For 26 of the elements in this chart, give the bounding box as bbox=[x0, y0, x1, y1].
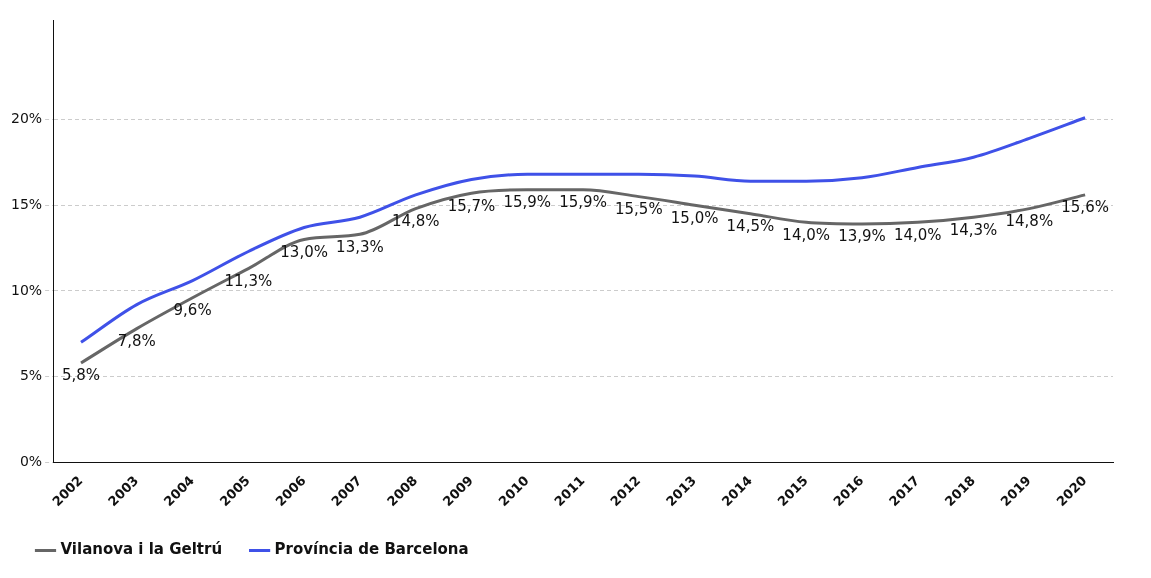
y-tick-label: 5% bbox=[19, 367, 43, 384]
data-label: 14,8% bbox=[1005, 212, 1054, 230]
legend-label: Vilanova i la Geltrú bbox=[60, 540, 223, 559]
data-label: 14,0% bbox=[782, 225, 831, 244]
data-label: 15,6% bbox=[1061, 198, 1109, 217]
data-label: 15,5% bbox=[615, 200, 663, 218]
data-label: 13,9% bbox=[838, 227, 886, 246]
data-label: 15,9% bbox=[503, 193, 552, 212]
data-label: 14,8% bbox=[391, 212, 440, 230]
data-label: 11,3% bbox=[224, 272, 273, 291]
data-label: 14,3% bbox=[949, 220, 998, 239]
data-label: 15,7% bbox=[447, 196, 496, 215]
legend-label: Província de Barcelona bbox=[274, 540, 469, 559]
y-tick-label: 20% bbox=[10, 110, 43, 127]
y-tick-label: 0% bbox=[19, 453, 43, 470]
data-label: 13,0% bbox=[280, 242, 328, 261]
data-label: 9,6% bbox=[173, 301, 212, 320]
y-tick-label: 10% bbox=[10, 281, 43, 298]
data-label: 14,0% bbox=[893, 225, 942, 244]
data-label: 15,0% bbox=[670, 208, 719, 227]
data-label: 15,9% bbox=[559, 193, 607, 212]
data-label: 13,3% bbox=[336, 237, 384, 256]
data-label: 14,5% bbox=[726, 217, 775, 236]
data-label: 7,8% bbox=[117, 332, 156, 351]
data-label: 5,8% bbox=[61, 366, 101, 385]
y-tick-label: 15% bbox=[10, 195, 43, 212]
